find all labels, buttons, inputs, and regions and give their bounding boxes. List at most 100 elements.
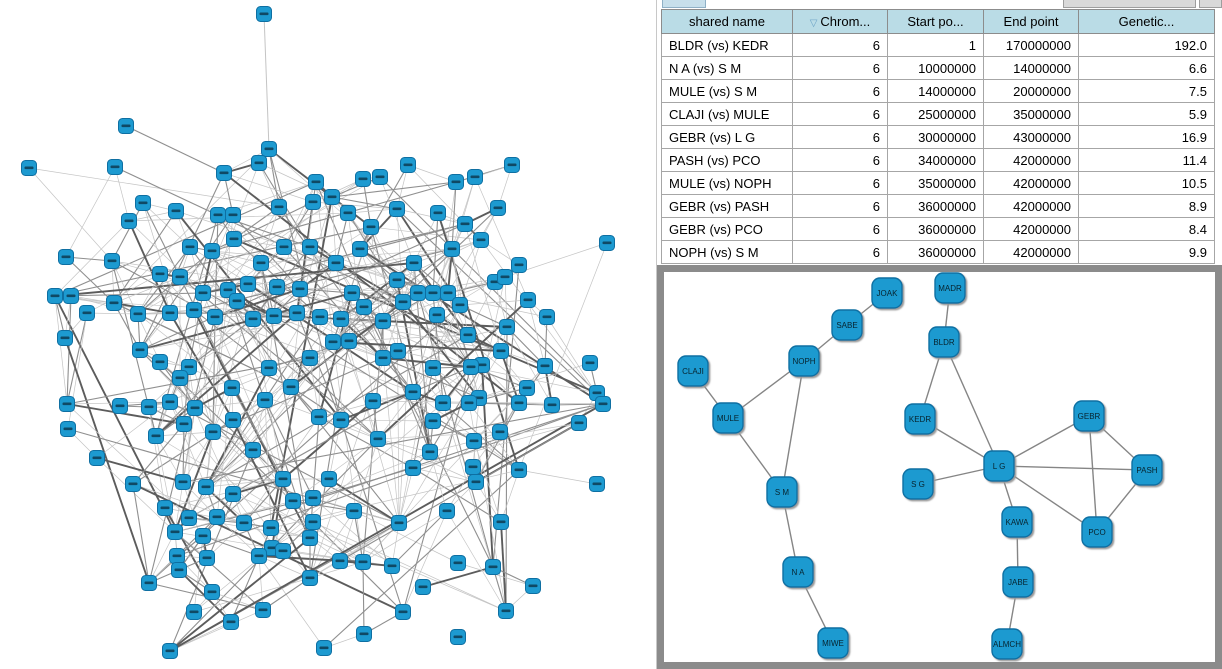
- network-node-s-m[interactable]: S M: [766, 476, 798, 508]
- network-node[interactable]: [182, 239, 198, 255]
- network-node[interactable]: [130, 306, 146, 322]
- network-node[interactable]: [118, 118, 134, 134]
- network-node[interactable]: [466, 433, 482, 449]
- network-node[interactable]: [465, 459, 481, 475]
- network-node[interactable]: [525, 578, 541, 594]
- table-row[interactable]: MULE (vs) S M 6 14000000 20000000 7.5: [661, 79, 1215, 103]
- network-node[interactable]: [324, 189, 340, 205]
- network-node[interactable]: [225, 486, 241, 502]
- network-node[interactable]: [390, 343, 406, 359]
- table-row[interactable]: GEBR (vs) PCO 6 36000000 42000000 8.4: [661, 217, 1215, 241]
- network-node[interactable]: [544, 397, 560, 413]
- table-row[interactable]: GEBR (vs) L G 6 30000000 43000000 16.9: [661, 125, 1215, 149]
- column-header-genetic[interactable]: Genetic...: [1078, 9, 1215, 34]
- network-node[interactable]: [210, 207, 226, 223]
- network-node[interactable]: [195, 528, 211, 544]
- network-node[interactable]: [356, 299, 372, 315]
- network-node[interactable]: [176, 416, 192, 432]
- network-node[interactable]: [363, 219, 379, 235]
- network-node[interactable]: [152, 354, 168, 370]
- network-node[interactable]: [321, 471, 337, 487]
- network-node[interactable]: [422, 444, 438, 460]
- network-node[interactable]: [207, 309, 223, 325]
- network-node[interactable]: [21, 160, 37, 176]
- network-node[interactable]: [504, 157, 520, 173]
- network-node[interactable]: [520, 292, 536, 308]
- table-row[interactable]: MULE (vs) NOPH 6 35000000 42000000 10.5: [661, 171, 1215, 195]
- network-node[interactable]: [204, 243, 220, 259]
- network-node[interactable]: [135, 195, 151, 211]
- network-node[interactable]: [224, 380, 240, 396]
- network-node[interactable]: [187, 400, 203, 416]
- network-node[interactable]: [333, 412, 349, 428]
- network-node[interactable]: [289, 305, 305, 321]
- horizontal-scrollbar[interactable]: [1063, 0, 1196, 8]
- network-node-joak[interactable]: JOAK: [871, 277, 903, 309]
- network-node[interactable]: [240, 276, 256, 292]
- network-node[interactable]: [60, 421, 76, 437]
- network-node[interactable]: [226, 231, 242, 247]
- subnetwork-canvas[interactable]: JOAK SABE NOPH CLAJI MULE S M N A MIWE MADR BLDR K…: [664, 272, 1215, 662]
- network-node[interactable]: [341, 333, 357, 349]
- network-node[interactable]: [152, 266, 168, 282]
- network-node[interactable]: [132, 342, 148, 358]
- subnetwork-panel[interactable]: JOAK SABE NOPH CLAJI MULE S M N A MIWE MADR BLDR K…: [657, 265, 1222, 669]
- network-node[interactable]: [511, 462, 527, 478]
- network-node[interactable]: [473, 232, 489, 248]
- network-node[interactable]: [261, 141, 277, 157]
- network-node[interactable]: [169, 548, 185, 564]
- network-node[interactable]: [405, 384, 421, 400]
- network-node-kedr[interactable]: KEDR: [904, 403, 936, 435]
- network-node[interactable]: [344, 285, 360, 301]
- horizontal-scrollbar-end[interactable]: [1199, 0, 1222, 8]
- network-node[interactable]: [229, 293, 245, 309]
- column-header-start-po[interactable]: Start po...: [887, 9, 984, 34]
- column-header-end-point[interactable]: End point: [983, 9, 1079, 34]
- network-node-pco[interactable]: PCO: [1081, 516, 1113, 548]
- network-node[interactable]: [332, 553, 348, 569]
- table-row[interactable]: NOPH (vs) S M 6 36000000 42000000 9.9: [661, 240, 1215, 264]
- network-node[interactable]: [141, 399, 157, 415]
- network-node[interactable]: [107, 159, 123, 175]
- network-node[interactable]: [269, 279, 285, 295]
- network-node[interactable]: [492, 424, 508, 440]
- network-node[interactable]: [253, 255, 269, 271]
- network-node[interactable]: [257, 392, 273, 408]
- network-node[interactable]: [225, 207, 241, 223]
- network-node[interactable]: [162, 305, 178, 321]
- network-node[interactable]: [292, 281, 308, 297]
- network-node[interactable]: [186, 302, 202, 318]
- network-node[interactable]: [450, 629, 466, 645]
- network-node[interactable]: [305, 194, 321, 210]
- network-node[interactable]: [355, 554, 371, 570]
- network-node[interactable]: [311, 409, 327, 425]
- network-node[interactable]: [365, 393, 381, 409]
- network-node[interactable]: [430, 205, 446, 221]
- network-node[interactable]: [302, 530, 318, 546]
- network-node[interactable]: [106, 295, 122, 311]
- network-node[interactable]: [216, 165, 232, 181]
- network-node[interactable]: [425, 285, 441, 301]
- network-node[interactable]: [356, 626, 372, 642]
- network-node[interactable]: [599, 235, 615, 251]
- network-node[interactable]: [333, 311, 349, 327]
- network-node[interactable]: [125, 476, 141, 492]
- network-node[interactable]: [63, 288, 79, 304]
- network-node-noph[interactable]: NOPH: [788, 345, 820, 377]
- network-node[interactable]: [167, 524, 183, 540]
- network-node-miwe[interactable]: MIWE: [817, 627, 849, 659]
- network-node[interactable]: [104, 253, 120, 269]
- network-node[interactable]: [461, 395, 477, 411]
- network-node[interactable]: [391, 515, 407, 531]
- network-node[interactable]: [58, 249, 74, 265]
- network-node[interactable]: [236, 515, 252, 531]
- network-node[interactable]: [468, 474, 484, 490]
- filter-icon[interactable]: ▽: [809, 18, 818, 29]
- table-row[interactable]: GEBR (vs) PASH 6 36000000 42000000 8.9: [661, 194, 1215, 218]
- network-node[interactable]: [251, 155, 267, 171]
- table-row[interactable]: BLDR (vs) KEDR 6 1 170000000 192.0: [661, 33, 1215, 57]
- network-node[interactable]: [370, 431, 386, 447]
- network-node[interactable]: [198, 479, 214, 495]
- network-node[interactable]: [467, 169, 483, 185]
- network-node[interactable]: [511, 395, 527, 411]
